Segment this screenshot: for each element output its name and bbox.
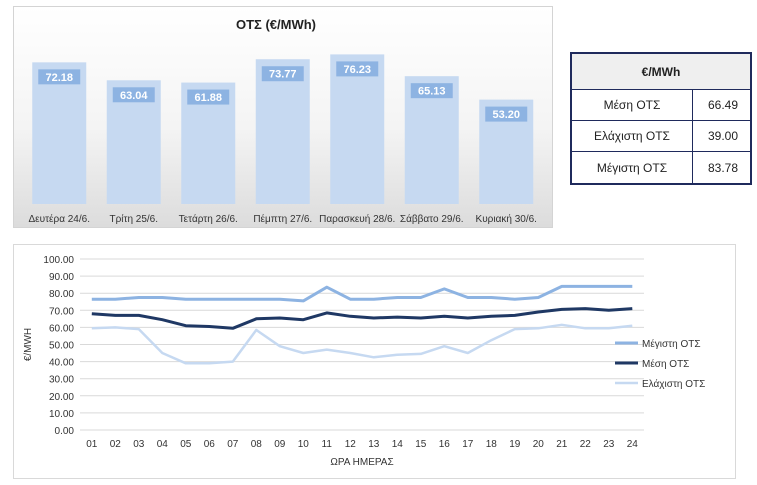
bar-value-label-bg-1 — [38, 69, 81, 85]
bar-chart-title: ΟΤΣ (€/MWh) — [236, 17, 316, 32]
y-tick-label-1: 10.00 — [49, 409, 74, 420]
legend-label-3: Ελάχιστη ΟΤΣ — [642, 378, 705, 390]
y-tick-label-0: 0.00 — [55, 426, 75, 437]
x-tick-label-17: 17 — [462, 439, 474, 450]
x-tick-label-9: 09 — [274, 439, 286, 450]
stats-table-header: €/MWh — [570, 52, 752, 90]
series-line-1 — [91, 284, 633, 303]
x-tick-label-22: 22 — [580, 439, 592, 450]
series-line-2 — [91, 307, 633, 330]
bar-4 — [255, 59, 310, 204]
y-tick-label-4: 40.00 — [49, 358, 74, 369]
bar-value-label-bg-3 — [187, 89, 230, 105]
x-tick-label-7: 07 — [227, 439, 239, 450]
bar-category-label-6: Σάββατο 29/6. — [400, 213, 464, 225]
series-line-3 — [91, 323, 633, 365]
bar-chart: ΟΤΣ (€/MWh) 72.18 Δευτέρα 24/6. 63.04 Τρίτη … — [28, 17, 537, 225]
x-tick-label-3: 03 — [133, 439, 145, 450]
bar-value-label-bg-2 — [112, 87, 155, 103]
y-tick-label-5: 50.00 — [49, 341, 74, 352]
bar-value-label-bg-6 — [410, 83, 453, 99]
x-tick-label-13: 13 — [368, 439, 380, 450]
stats-value-min: 39.00 — [692, 120, 752, 153]
bar-value-label-bg-7 — [485, 106, 528, 122]
x-tick-label-20: 20 — [533, 439, 545, 450]
x-tick-label-2: 02 — [110, 439, 122, 450]
y-tick-label-10: 100.00 — [43, 255, 74, 266]
bar-value-label-6: 65.13 — [418, 86, 446, 98]
y-tick-label-8: 80.00 — [49, 289, 74, 300]
line-chart-panel: 0.00 10.00 20.00 30.00 40.00 50.00 60.00 70.00 8… — [13, 244, 736, 479]
stats-table: €/MWh Μέση ΟΤΣ 66.49 Ελάχιστη ΟΤΣ 39.00 … — [570, 52, 752, 185]
bar-category-label-7: Κυριακή 30/6. — [476, 213, 537, 225]
x-tick-label-5: 05 — [180, 439, 192, 450]
stats-value-max: 83.78 — [692, 151, 752, 185]
x-tick-label-10: 10 — [298, 439, 310, 450]
bar-1 — [32, 62, 87, 205]
y-tick-label-2: 20.00 — [49, 392, 74, 403]
stats-row-min: Ελάχιστη ΟΤΣ 39.00 — [570, 120, 752, 153]
bar-category-label-2: Τρίτη 25/6. — [109, 213, 158, 225]
bar-category-label-5: Παρασκευή 28/6. — [319, 213, 395, 225]
x-tick-label-6: 06 — [204, 439, 216, 450]
x-tick-label-11: 11 — [322, 439, 333, 450]
stats-table-header-row: €/MWh — [570, 52, 752, 90]
bar-chart-panel: ΟΤΣ (€/MWh) 72.18 Δευτέρα 24/6. 63.04 Τρίτη … — [13, 6, 553, 228]
bar-category-label-3: Τετάρτη 26/6. — [179, 213, 238, 225]
stats-value-mean: 66.49 — [692, 88, 752, 122]
x-tick-label-8: 08 — [251, 439, 263, 450]
x-tick-label-15: 15 — [415, 439, 427, 450]
bar-value-label-5: 76.23 — [343, 64, 371, 76]
x-tick-label-12: 12 — [345, 439, 357, 450]
x-tick-label-19: 19 — [509, 439, 521, 450]
x-tick-label-18: 18 — [486, 439, 498, 450]
y-tick-label-9: 90.00 — [49, 272, 74, 283]
bar-value-label-7: 53.20 — [492, 109, 520, 121]
x-axis-label: ΩΡΑ ΗΜΕΡΑΣ — [330, 457, 393, 468]
x-tick-label-23: 23 — [603, 439, 615, 450]
bar-5 — [330, 54, 385, 205]
x-tick-label-16: 16 — [439, 439, 451, 450]
bar-value-label-2: 63.04 — [120, 90, 148, 102]
bar-value-label-1: 72.18 — [45, 72, 73, 84]
bar-value-label-bg-4 — [261, 66, 304, 82]
y-tick-label-6: 60.00 — [49, 323, 74, 334]
legend-label-2: Μέση ΟΤΣ — [642, 358, 689, 370]
y-tick-label-3: 30.00 — [49, 375, 74, 386]
bar-value-label-4: 73.77 — [269, 69, 297, 81]
x-tick-label-21: 21 — [556, 439, 568, 450]
x-tick-label-1: 01 — [86, 439, 98, 450]
legend-label-1: Μέγιστη ΟΤΣ — [642, 338, 701, 350]
line-chart: 0.00 10.00 20.00 30.00 40.00 50.00 60.00 70.00 8… — [23, 255, 705, 468]
stats-label-mean: Μέση ΟΤΣ — [570, 88, 693, 122]
stats-row-max: Μέγιστη ΟΤΣ 83.78 — [570, 151, 752, 185]
stats-row-mean: Μέση ΟΤΣ 66.49 — [570, 88, 752, 122]
y-axis-label: €/MWH — [23, 328, 34, 361]
bar-value-label-3: 61.88 — [194, 92, 222, 104]
x-tick-label-24: 24 — [627, 439, 639, 450]
x-tick-label-14: 14 — [392, 439, 404, 450]
bar-category-label-1: Δευτέρα 24/6. — [28, 213, 90, 225]
stats-label-min: Ελάχιστη ΟΤΣ — [570, 120, 693, 153]
stats-label-max: Μέγιστη ΟΤΣ — [570, 151, 693, 185]
bar-value-label-bg-5 — [336, 61, 379, 77]
y-tick-label-7: 70.00 — [49, 306, 74, 317]
x-tick-label-4: 04 — [157, 439, 169, 450]
bar-category-label-4: Πέμπτη 27/6. — [253, 213, 312, 225]
